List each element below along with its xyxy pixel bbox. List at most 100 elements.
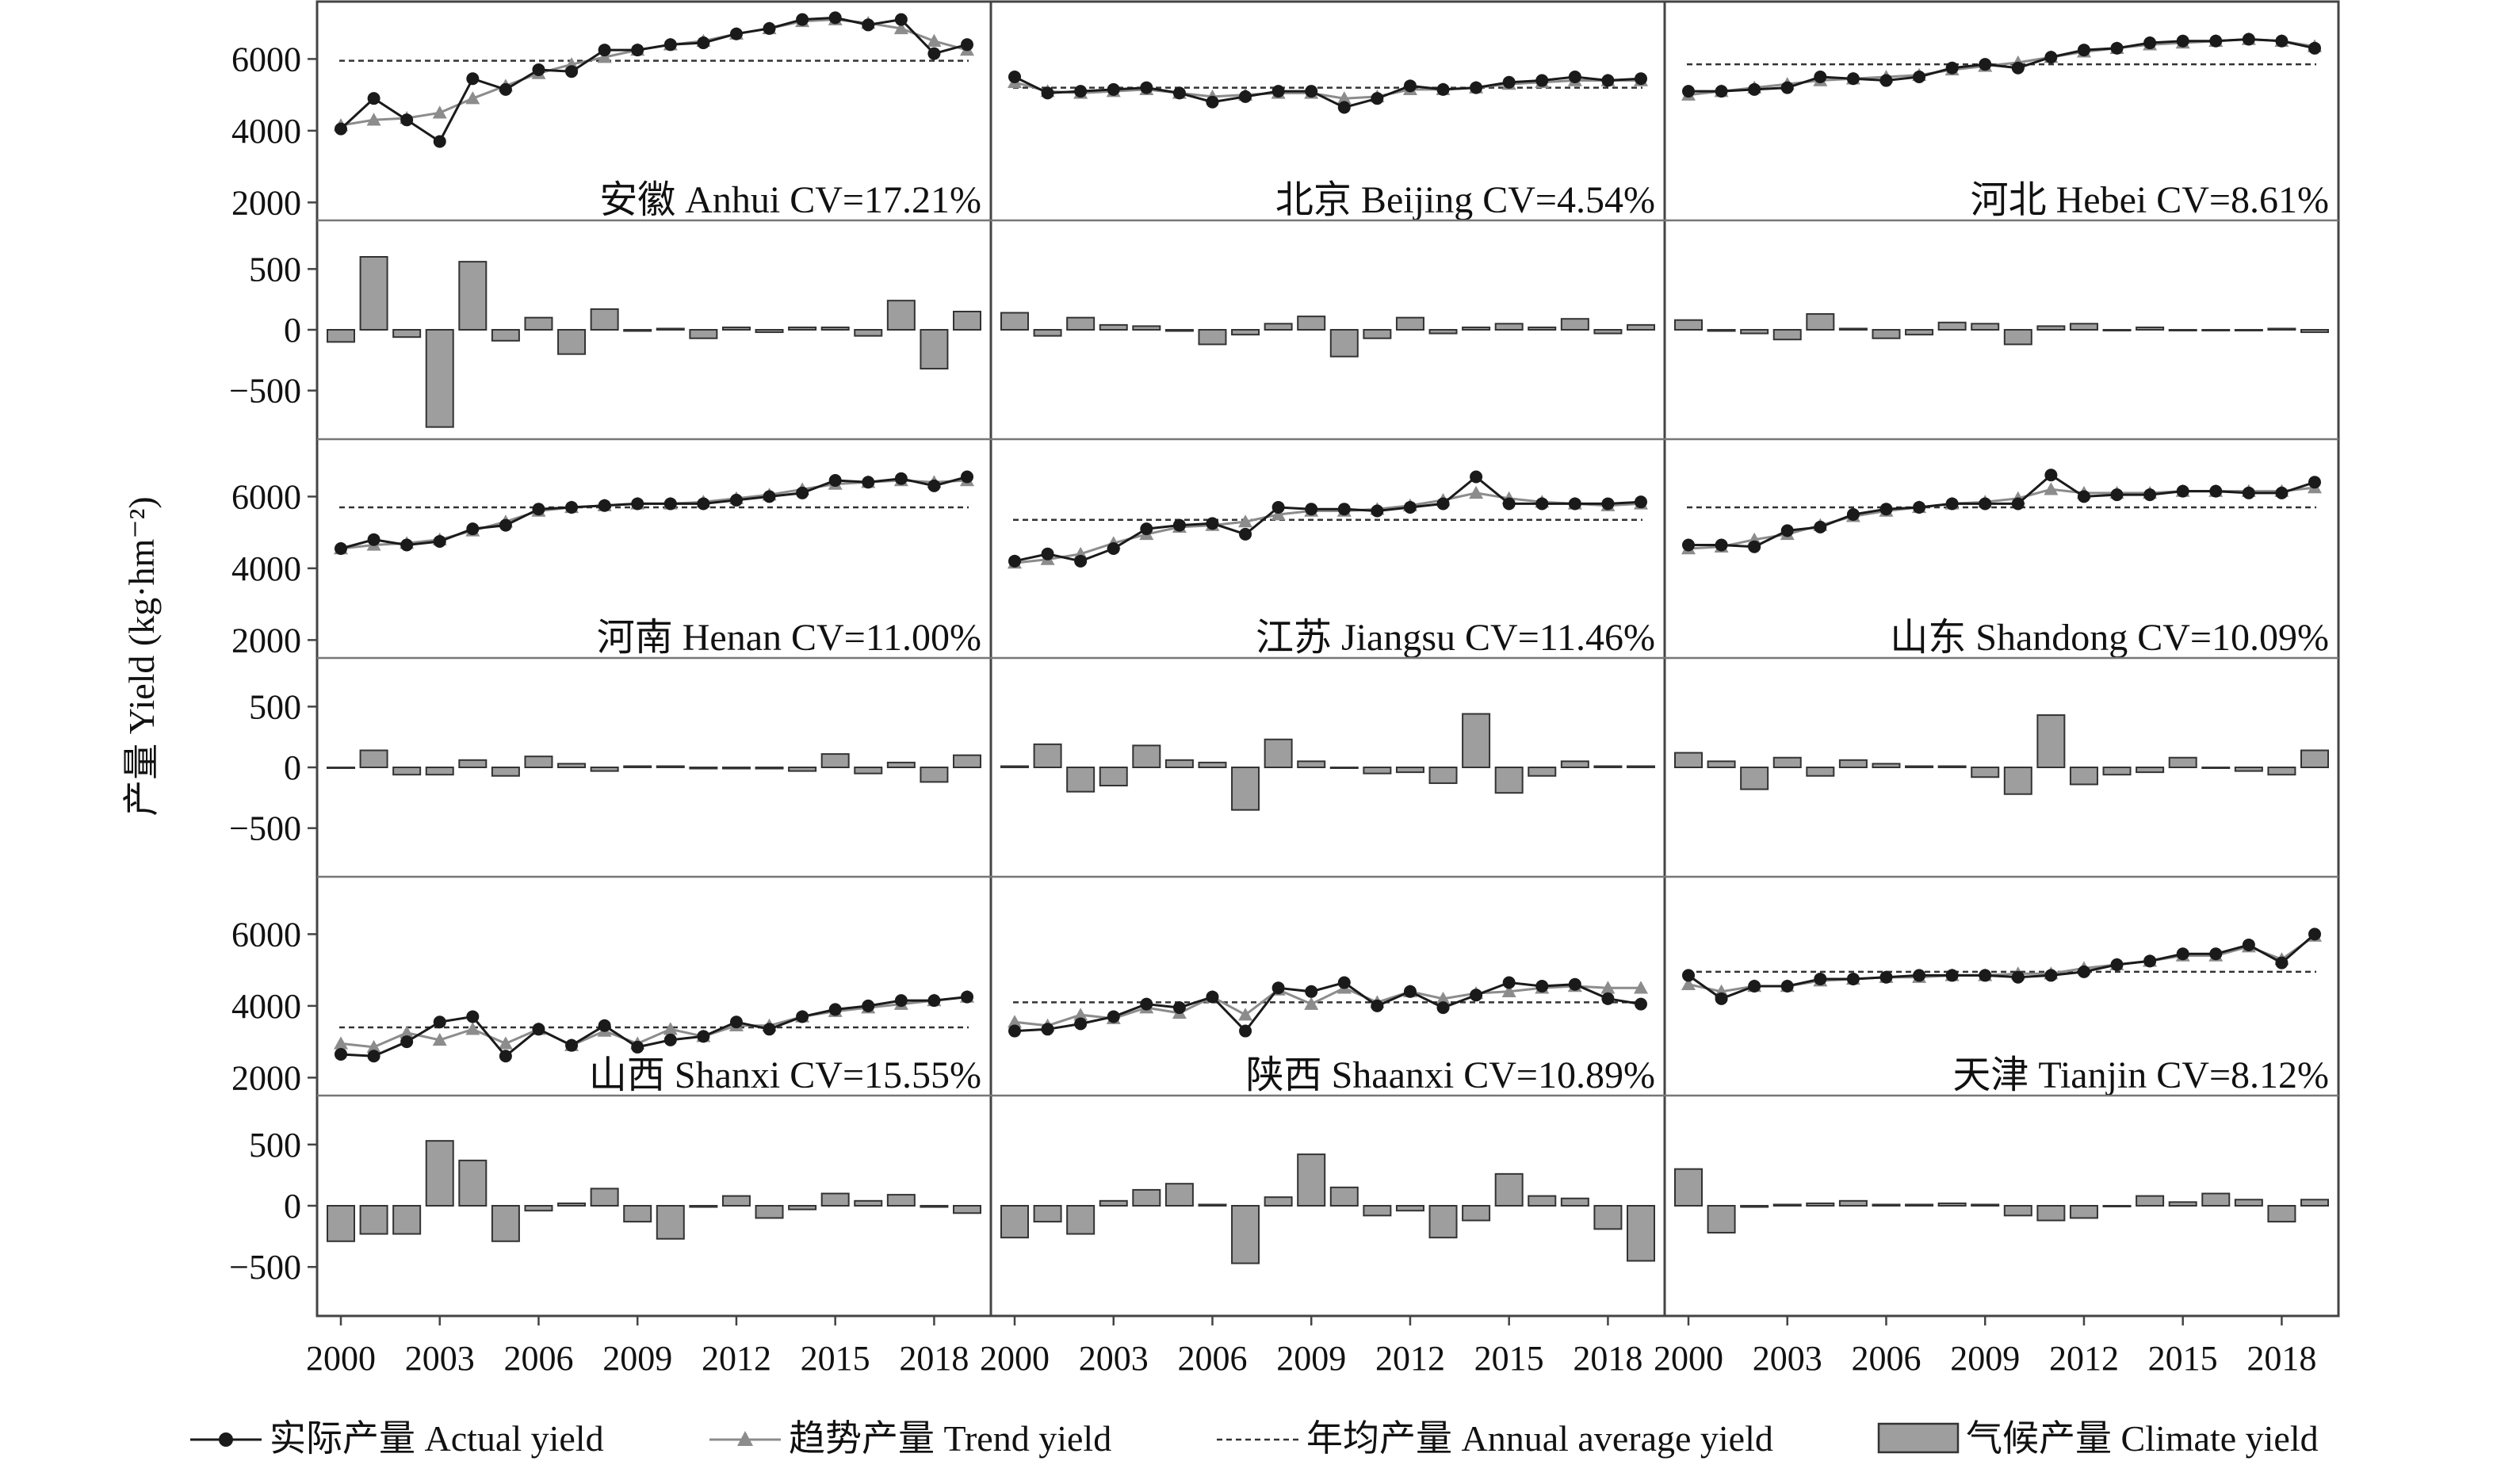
y-axis-label: 产量 Yield (kg·hm⁻²) — [121, 496, 162, 816]
y-tick-label: 500 — [249, 250, 301, 289]
y-tick-label: 500 — [249, 1126, 301, 1165]
actual-point — [1107, 82, 1120, 96]
actual-point — [1780, 524, 1794, 537]
actual-point — [1814, 71, 1827, 84]
climate-bar — [359, 749, 388, 768]
climate-bar — [886, 761, 916, 768]
climate-bar — [392, 767, 422, 776]
climate-bar — [1707, 760, 1736, 768]
actual-point — [663, 497, 677, 511]
climate-bar — [788, 1205, 817, 1211]
actual-point — [2044, 51, 2058, 64]
climate-bar — [2003, 767, 2032, 795]
actual-point — [2110, 41, 2124, 55]
climate-bar — [1231, 329, 1260, 336]
actual-point — [2176, 34, 2189, 48]
region-panel: 山东 Shandong CV=10.09% — [1674, 469, 2329, 795]
y-tick-label: 0 — [284, 311, 301, 350]
region-panel: 山西 Shanxi CV=15.55% — [327, 989, 981, 1242]
climate-bar — [1838, 759, 1868, 768]
climate-bar — [1740, 329, 1769, 335]
climate-bar — [1066, 316, 1096, 331]
actual-point — [1206, 517, 1219, 530]
trend-point — [1271, 507, 1286, 521]
actual-point — [400, 113, 414, 127]
y-tick-label: 0 — [284, 748, 301, 787]
x-tick-label: 2018 — [1573, 1339, 1642, 1378]
climate-bar — [557, 1202, 587, 1207]
climate-bar — [1806, 1202, 1835, 1207]
actual-point — [1470, 81, 1483, 94]
climate-bar — [1937, 765, 1967, 769]
region-label: 陕西 Shaanxi CV=10.89% — [1246, 1054, 1655, 1096]
x-tick-label: 2006 — [1851, 1339, 1921, 1378]
actual-point — [1008, 1024, 1021, 1038]
climate-bar — [1164, 1183, 1194, 1207]
actual-point — [1814, 972, 1827, 985]
actual-point — [1206, 990, 1219, 1004]
x-tick-label: 2018 — [899, 1339, 969, 1378]
legend-actual-label: 实际产量 Actual yield — [270, 1418, 604, 1459]
climate-bar — [2234, 329, 2263, 331]
actual-point — [400, 538, 414, 552]
climate-bar — [1363, 329, 1392, 339]
trend-point — [366, 1039, 381, 1054]
actual-point — [499, 82, 512, 96]
climate-bar — [1462, 1205, 1491, 1222]
climate-bar — [425, 767, 454, 776]
actual-point — [1913, 71, 1926, 84]
climate-bar — [953, 311, 981, 331]
trend-point — [400, 1025, 415, 1039]
climate-bar — [1264, 738, 1293, 769]
trend-point — [1634, 981, 1648, 994]
actual-point — [1568, 497, 1581, 511]
climate-bar — [854, 329, 883, 337]
region-label: 天津 Tianjin CV=8.12% — [1952, 1054, 2329, 1096]
region-label: 河北 Hebei CV=8.61% — [1971, 179, 2329, 221]
actual-point — [499, 518, 512, 532]
actual-point — [1879, 74, 1893, 87]
actual-point — [1502, 497, 1516, 511]
actual-point — [729, 27, 743, 40]
region-label: 江苏 Jiangsu CV=11.46% — [1256, 617, 1655, 659]
actual-point — [1271, 500, 1285, 514]
climate-bar — [1937, 1202, 1967, 1207]
actual-point — [1748, 980, 1761, 993]
actual-point — [598, 1019, 611, 1032]
actual-point — [631, 497, 644, 511]
actual-point — [862, 476, 875, 489]
climate-bar — [2267, 327, 2296, 331]
actual-point — [1436, 82, 1450, 96]
climate-bar — [1971, 767, 2000, 778]
actual-point — [1470, 470, 1483, 484]
actual-point — [1239, 527, 1252, 541]
actual-point — [1715, 992, 1728, 1005]
y-tick-label: 6000 — [231, 477, 301, 516]
actual-point — [1140, 522, 1153, 536]
climate-bar — [2102, 767, 2132, 776]
climate-bar — [392, 329, 422, 338]
actual-point — [2077, 965, 2090, 978]
climate-bar — [1395, 1205, 1424, 1212]
climate-bar — [920, 329, 949, 370]
climate-bar — [1132, 325, 1161, 331]
actual-point — [1403, 79, 1417, 93]
climate-bar — [1395, 767, 1424, 774]
actual-point — [1601, 992, 1615, 1005]
y-tick-label: 4000 — [231, 112, 301, 151]
actual-point — [2011, 970, 2025, 984]
actual-point — [1682, 85, 1695, 98]
actual-point — [1436, 1001, 1450, 1015]
actual-point — [663, 1033, 677, 1046]
actual-point — [1715, 85, 1728, 98]
actual-point — [1682, 538, 1695, 552]
actual-point — [828, 11, 842, 25]
actual-point — [1206, 95, 1219, 109]
actual-point — [1780, 81, 1794, 94]
climate-bar — [2003, 329, 2032, 346]
climate-bar — [2300, 749, 2329, 768]
actual-point — [631, 1040, 644, 1054]
actual-point — [2242, 486, 2255, 499]
actual-point — [1535, 980, 1549, 993]
actual-point — [1470, 989, 1483, 1002]
